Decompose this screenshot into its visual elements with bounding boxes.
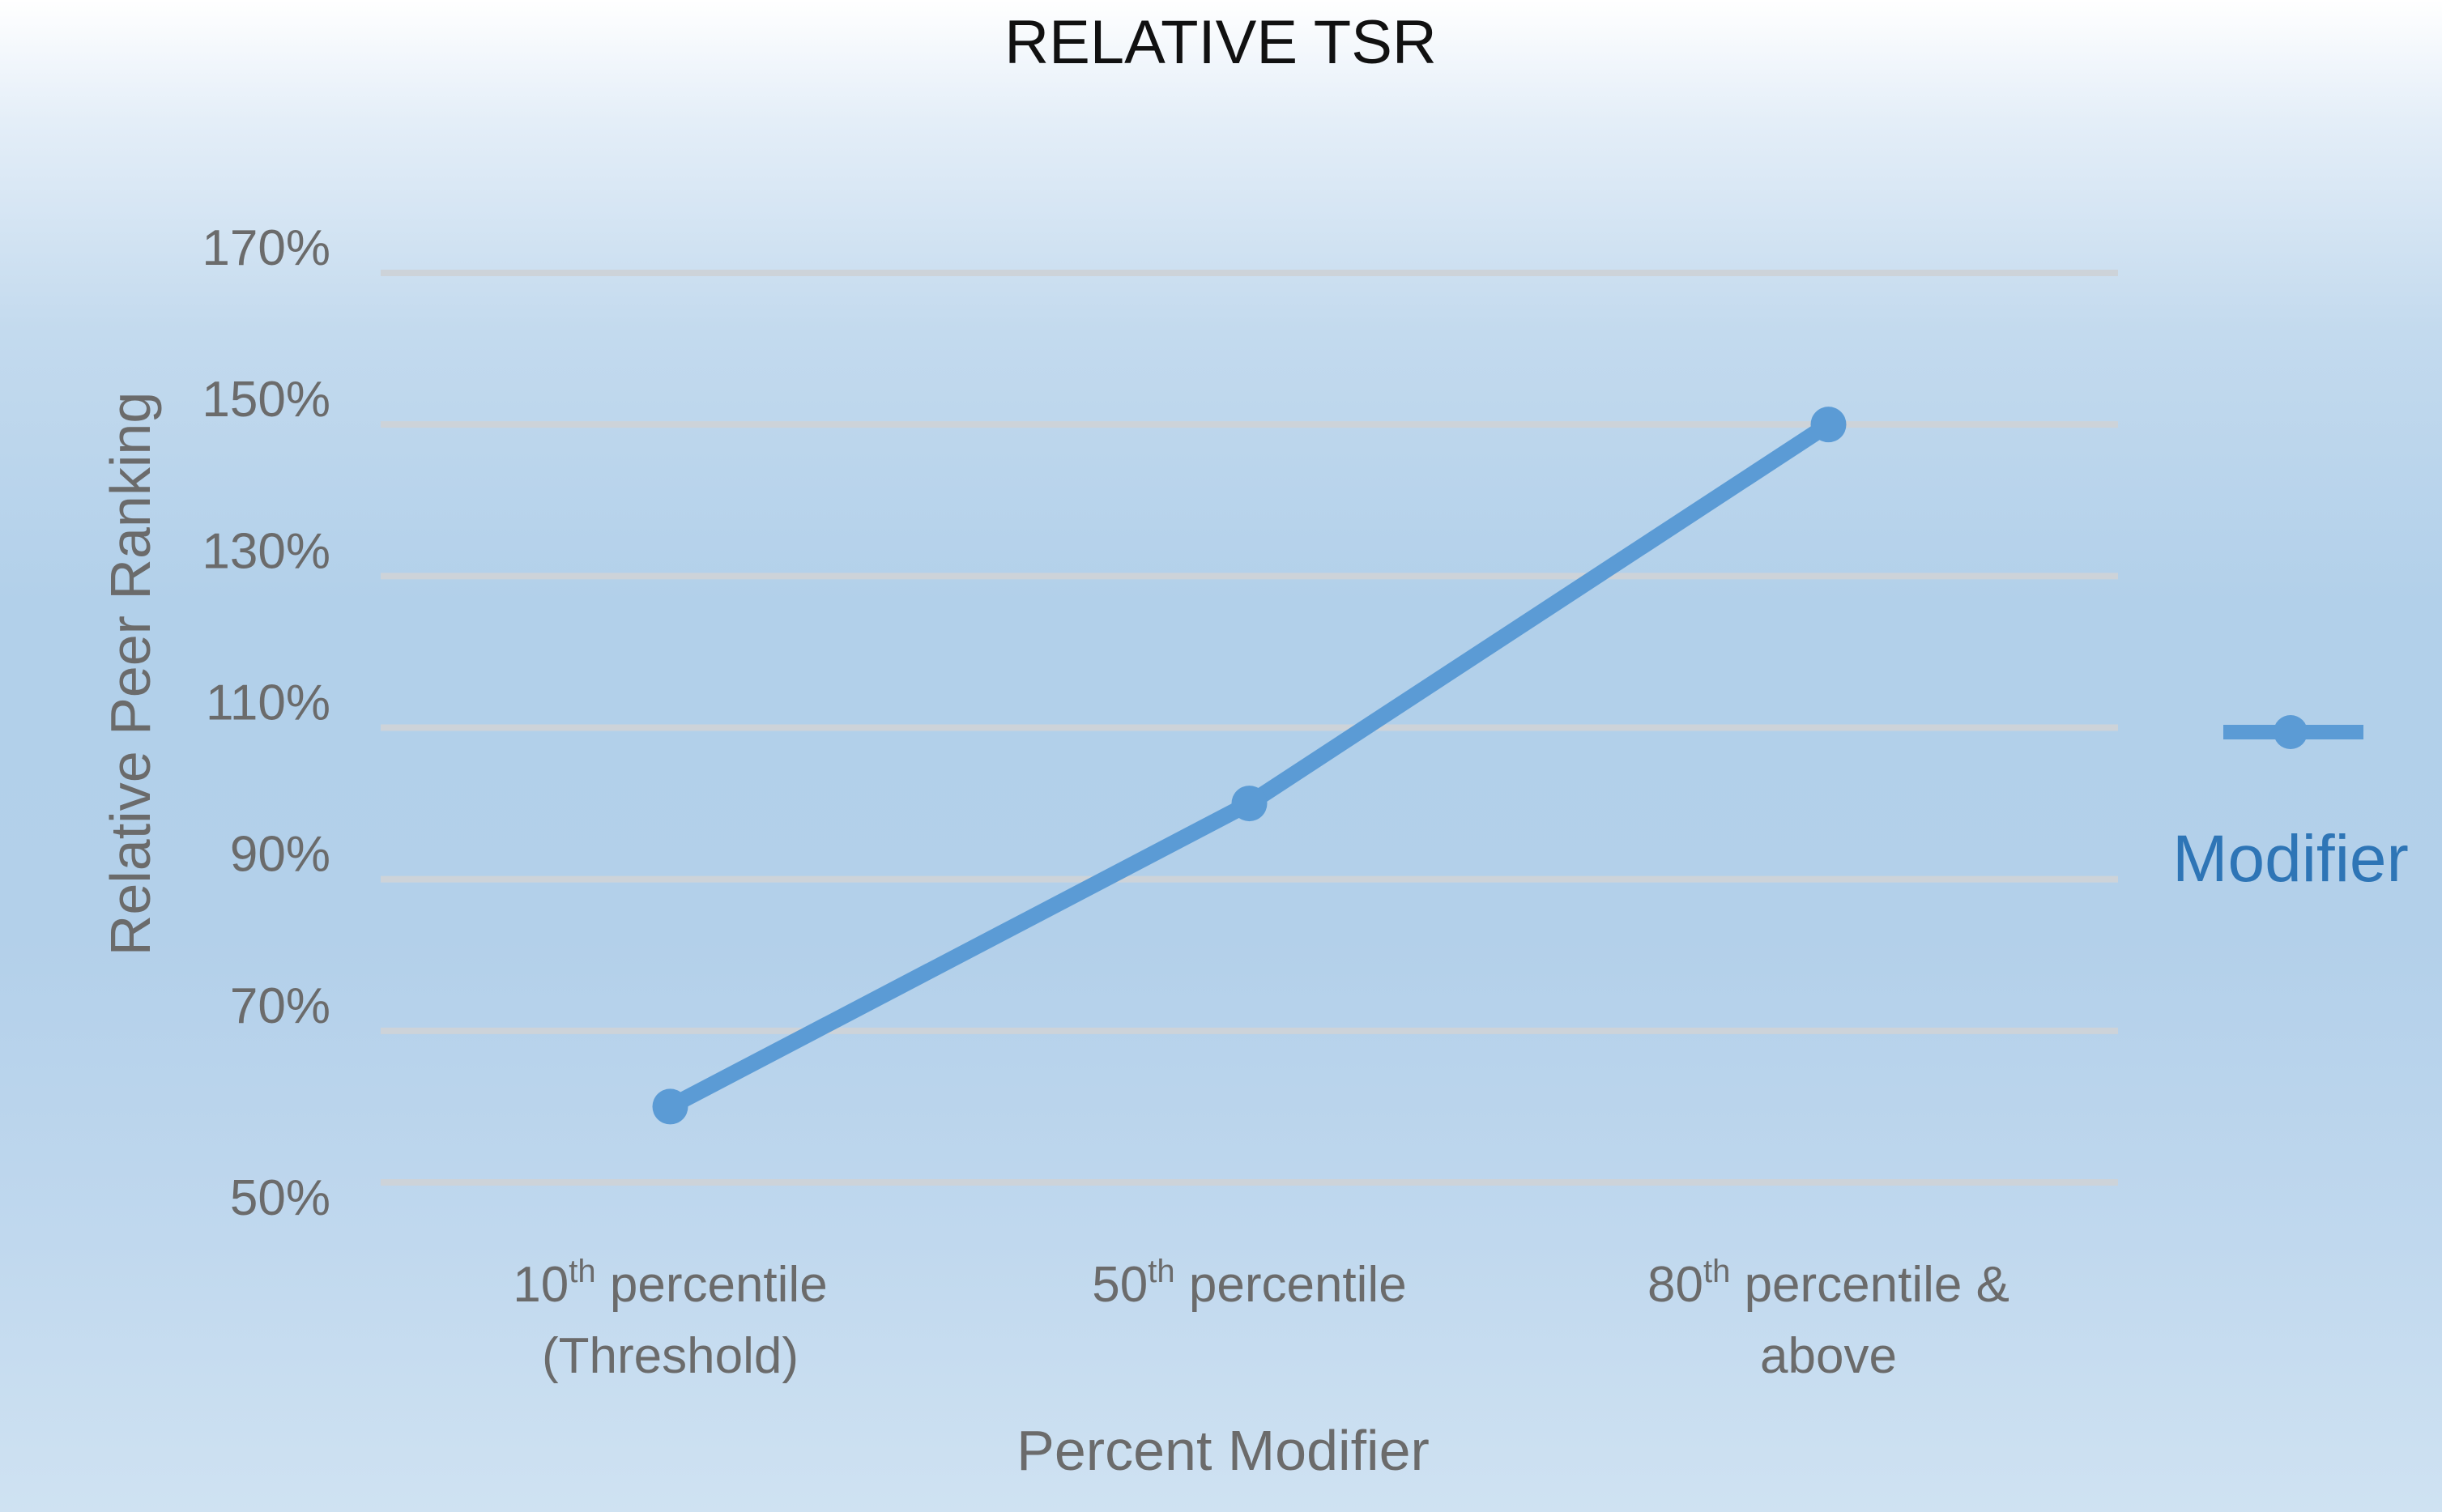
data-point bbox=[1810, 407, 1847, 443]
x-tick-label: 80th percentile & bbox=[1647, 1254, 2009, 1313]
x-tick-label: 50th percentile bbox=[1092, 1254, 1406, 1313]
y-tick-label: 130% bbox=[202, 523, 330, 579]
x-axis-label: Percent Modifier bbox=[1016, 1419, 1430, 1482]
chart-title: RELATIVE TSR bbox=[1004, 8, 1437, 77]
y-tick-label: 110% bbox=[206, 675, 330, 731]
x-axis-ticks: 10th percentile (Threshold) 50th percentil… bbox=[513, 1254, 2009, 1384]
y-tick-label: 90% bbox=[230, 827, 330, 883]
x-tick-label-line2: above bbox=[1760, 1328, 1897, 1384]
gridlines bbox=[381, 270, 2118, 1186]
legend-label-modifier: Modifier bbox=[2172, 822, 2409, 896]
y-tick-label: 170% bbox=[202, 220, 330, 276]
data-point bbox=[652, 1088, 688, 1125]
series-modifier bbox=[652, 407, 1847, 1125]
x-tick-label-line2: (Threshold) bbox=[542, 1328, 799, 1384]
x-tick-label: 10th percentile bbox=[513, 1254, 827, 1313]
legend: Modifier bbox=[2172, 715, 2409, 896]
y-axis-label: Relative Peer Ranking bbox=[99, 392, 162, 956]
legend-marker bbox=[2274, 715, 2308, 749]
y-axis-ticks: 50% 70% 90% 110% 130% 150% 170% bbox=[202, 220, 330, 1226]
y-tick-label: 50% bbox=[230, 1170, 330, 1226]
data-point bbox=[1231, 786, 1268, 822]
y-tick-label: 70% bbox=[230, 978, 330, 1034]
series-line bbox=[662, 416, 1837, 1115]
y-tick-label: 150% bbox=[202, 372, 330, 428]
